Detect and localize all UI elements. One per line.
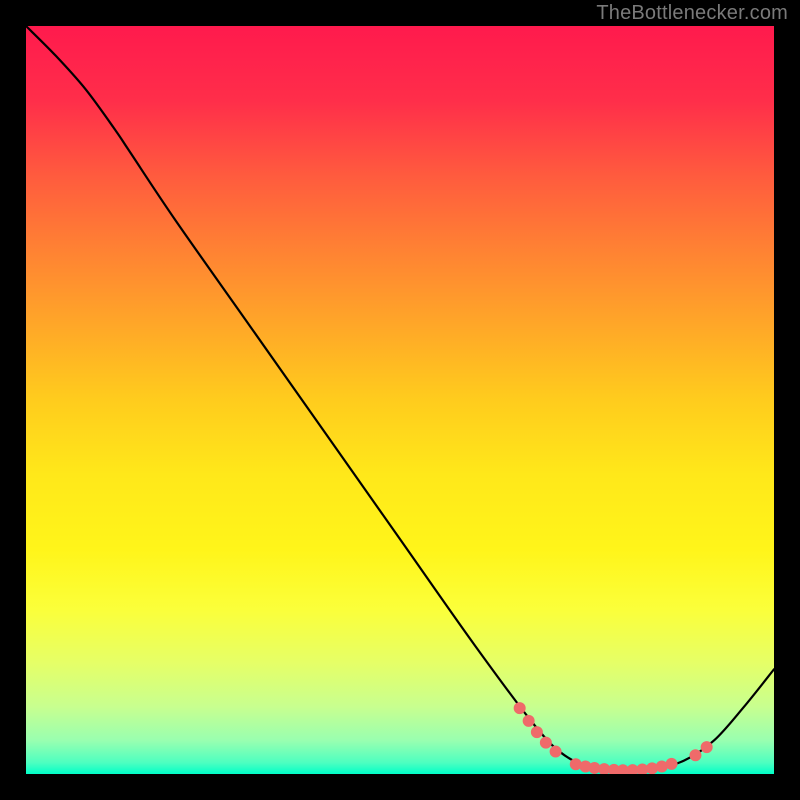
- curve-marker: [570, 759, 581, 770]
- gradient-background: [26, 26, 774, 774]
- curve-marker: [531, 727, 542, 738]
- chart-canvas: [26, 26, 774, 774]
- curve-marker: [701, 742, 712, 753]
- curve-marker: [666, 758, 677, 769]
- attribution-text: TheBottlenecker.com: [596, 2, 788, 25]
- curve-marker: [523, 715, 534, 726]
- curve-marker: [656, 761, 667, 772]
- curve-marker: [647, 763, 658, 774]
- curve-marker: [550, 746, 561, 757]
- curve-marker: [540, 737, 551, 748]
- bottleneck-chart: [26, 26, 774, 774]
- curve-marker: [514, 703, 525, 714]
- curve-marker: [690, 750, 701, 761]
